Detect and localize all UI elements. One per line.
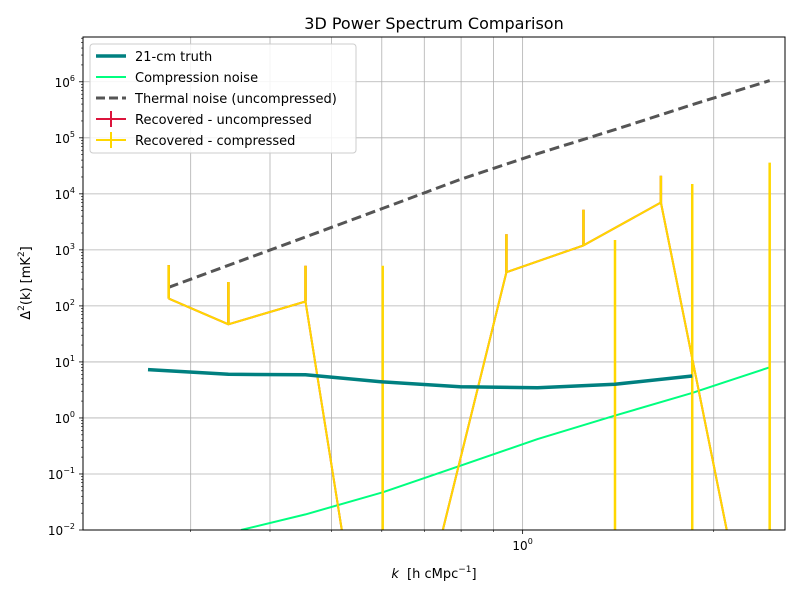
y-tick-base: 10	[55, 132, 70, 146]
series-line-recovered-compressed	[168, 201, 728, 530]
y-tick-exp: 0	[70, 410, 75, 419]
legend-label-recovered-compressed: Recovered - compressed	[135, 134, 295, 149]
y-tick-exp: 1	[70, 354, 75, 363]
y-tick-base: 10	[55, 300, 70, 314]
plot-frame	[82, 36, 786, 531]
y-tick-label: 102	[55, 298, 75, 314]
x-label-close: ]	[472, 567, 477, 582]
y-tick-base: 10	[55, 244, 70, 258]
legend-label-truth: 21-cm truth	[135, 50, 212, 65]
y-axis-label: Δ2(k) [mK2]	[17, 246, 34, 320]
y-tick-label: 10−2	[48, 522, 75, 538]
x-axis-label: k [h cMpc−1]	[391, 565, 476, 582]
y-tick-base: 10	[48, 524, 63, 538]
legend: 21-cm truth Compression noise Thermal no…	[89, 43, 357, 154]
y-tick-exp: 5	[70, 130, 75, 139]
y-label-arg: (k) [mK	[19, 257, 34, 306]
y-tick-label: 104	[55, 186, 75, 202]
y-tick-label: 100	[55, 410, 75, 426]
y-tick-base: 10	[55, 76, 70, 90]
y-label-main: Δ	[19, 311, 34, 320]
y-tick-exp: 4	[70, 186, 75, 195]
y-tick-base: 10	[55, 188, 70, 202]
y-tick-base: 10	[55, 412, 70, 426]
x-label-exp: −1	[458, 565, 471, 575]
y-tick-label: 106	[55, 74, 75, 90]
y-tick-label: 103	[55, 242, 75, 258]
legend-label-recovered-uncompressed: Recovered - uncompressed	[135, 113, 312, 128]
plot-area	[147, 79, 771, 530]
x-tick-label: 100	[512, 537, 532, 553]
legend-box	[89, 43, 357, 154]
y-tick-base: 10	[48, 468, 63, 482]
y-tick-exp: 6	[70, 74, 75, 83]
y-tick-exp: −1	[63, 466, 75, 475]
y-label-close: ]	[19, 246, 34, 251]
x-label-unit: [h cMpc	[407, 567, 458, 582]
y-tick-exp: 3	[70, 242, 75, 251]
x-tick-exp: 0	[528, 537, 533, 546]
y-tick-exp: −2	[63, 522, 75, 531]
series-line-21cm-truth	[147, 367, 693, 390]
y-tick-label: 101	[55, 354, 75, 370]
y-label-unit-exp: 2	[17, 251, 27, 257]
y-tick-exp: 2	[70, 298, 75, 307]
y-tick-label: 10−1	[48, 466, 75, 482]
x-tick-base: 10	[512, 539, 527, 553]
legend-label-compression: Compression noise	[135, 71, 258, 86]
y-tick-base: 10	[55, 356, 70, 370]
series-line-compression-noise	[240, 366, 771, 530]
series-line-thermal-noise	[168, 79, 771, 289]
y-label-sup: 2	[17, 305, 27, 311]
y-tick-label: 105	[55, 130, 75, 146]
chart-title: 3D Power Spectrum Comparison	[304, 14, 563, 33]
x-label-main: k	[391, 567, 399, 582]
legend-label-thermal: Thermal noise (uncompressed)	[134, 92, 337, 107]
